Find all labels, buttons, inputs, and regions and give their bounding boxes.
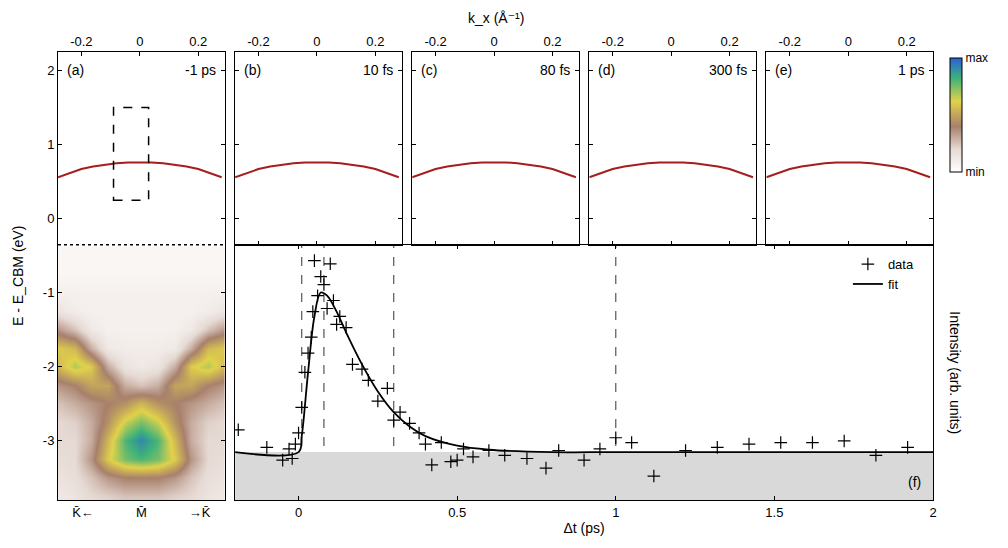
svg-text:-0.2: -0.2 <box>247 34 269 49</box>
svg-text:-0.2: -0.2 <box>70 34 92 49</box>
svg-text:0.2: 0.2 <box>721 34 739 49</box>
svg-text:Δt (ps): Δt (ps) <box>563 520 604 536</box>
svg-text:0.2: 0.2 <box>189 34 207 49</box>
svg-text:0: 0 <box>136 34 143 49</box>
svg-text:0.2: 0.2 <box>543 34 561 49</box>
svg-text:data: data <box>888 257 914 272</box>
svg-text:0: 0 <box>845 34 852 49</box>
svg-text:(b): (b) <box>244 62 261 78</box>
svg-text:(c): (c) <box>421 62 437 78</box>
svg-text:Intensity (arb. units): Intensity (arb. units) <box>947 311 963 434</box>
svg-text:k_x (Å⁻¹): k_x (Å⁻¹) <box>468 10 524 26</box>
svg-text:0.2: 0.2 <box>366 34 384 49</box>
svg-text:1: 1 <box>612 505 619 520</box>
svg-text:0: 0 <box>47 211 54 226</box>
svg-text:-3: -3 <box>43 433 55 448</box>
svg-text:0.5: 0.5 <box>448 505 466 520</box>
svg-text:(e): (e) <box>775 62 792 78</box>
svg-text:-1: -1 <box>43 285 55 300</box>
svg-text:(a): (a) <box>67 62 84 78</box>
svg-text:2: 2 <box>47 63 54 78</box>
svg-text:-0.2: -0.2 <box>601 34 623 49</box>
svg-text:-0.2: -0.2 <box>779 34 801 49</box>
svg-text:1: 1 <box>47 137 54 152</box>
svg-text:M̄: M̄ <box>136 505 147 520</box>
svg-text:min: min <box>965 165 984 179</box>
svg-text:10 fs: 10 fs <box>363 62 393 78</box>
svg-text:(d): (d) <box>598 62 615 78</box>
svg-text:E - E_CBM (eV): E - E_CBM (eV) <box>10 226 26 326</box>
svg-text:0.2: 0.2 <box>898 34 916 49</box>
svg-text:K̄←: K̄← <box>72 505 94 520</box>
svg-text:1 ps: 1 ps <box>898 62 924 78</box>
svg-text:(f): (f) <box>908 474 921 490</box>
svg-text:fit: fit <box>888 277 899 292</box>
svg-text:300 fs: 300 fs <box>709 62 747 78</box>
svg-text:max: max <box>965 51 988 65</box>
svg-text:0: 0 <box>295 505 302 520</box>
svg-text:80 fs: 80 fs <box>540 62 570 78</box>
svg-text:→K̄: →K̄ <box>189 505 211 520</box>
svg-text:-0.2: -0.2 <box>424 34 446 49</box>
svg-text:1.5: 1.5 <box>765 505 783 520</box>
svg-text:2: 2 <box>929 505 936 520</box>
svg-text:-1 ps: -1 ps <box>185 62 216 78</box>
svg-text:0: 0 <box>490 34 497 49</box>
svg-text:0: 0 <box>313 34 320 49</box>
svg-text:0: 0 <box>668 34 675 49</box>
svg-text:-2: -2 <box>43 359 55 374</box>
